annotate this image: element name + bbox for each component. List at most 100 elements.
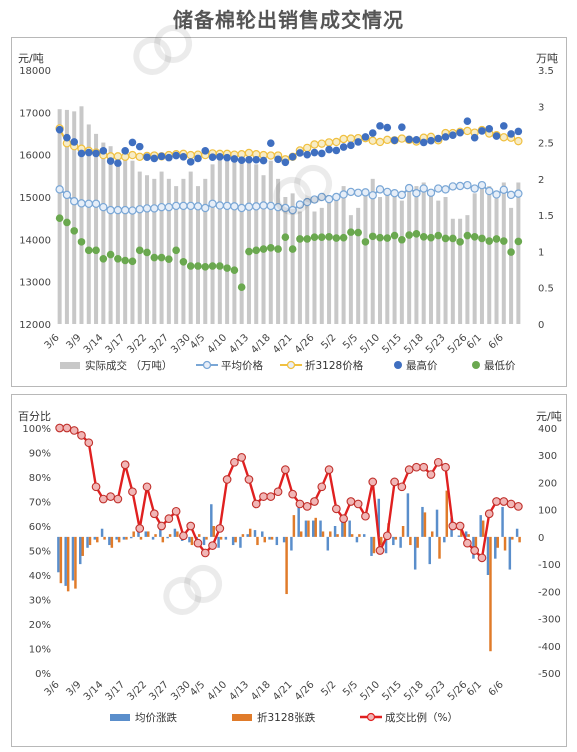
min-price-point <box>208 262 217 270</box>
volume-bar <box>385 193 390 324</box>
avg-price-point <box>215 201 225 210</box>
avg-change-bar <box>312 520 315 537</box>
max-price-point <box>208 153 217 162</box>
min-price-point <box>332 234 341 242</box>
x-tick-label: 6/1 <box>465 332 484 351</box>
min-price-point <box>303 235 312 243</box>
min-price-point <box>368 232 377 241</box>
y-right-tick-label: 2 <box>538 175 544 186</box>
y-right-tick-label: 1 <box>538 247 544 258</box>
price-3128-point <box>244 148 254 158</box>
y-left-tick-label: 15000 <box>19 193 51 204</box>
avg-price-point <box>99 202 108 212</box>
min-price-point <box>449 234 457 243</box>
y-right-tick-label: -500 <box>538 669 561 680</box>
x-tick-label: 4/5 <box>188 332 207 351</box>
avg-price-point <box>164 202 174 212</box>
x-tick-label: 4/5 <box>188 679 207 698</box>
deal-ratio-point <box>353 499 363 509</box>
deal-ratio-point <box>273 487 283 497</box>
max-price-point <box>412 136 421 144</box>
avg-price-point <box>419 184 428 193</box>
max-price-point <box>310 148 319 157</box>
volume-bar <box>363 193 368 324</box>
deal-ratio-point <box>179 531 188 541</box>
max-price-point <box>470 133 479 142</box>
price-3128-point <box>113 152 123 161</box>
deal-ratio-point <box>208 541 217 550</box>
min-price-point <box>470 232 479 241</box>
volume-bar <box>428 189 433 324</box>
avg-change-bar <box>93 536 97 540</box>
avg-change-bar <box>362 534 366 537</box>
deal-ratio-point <box>281 465 290 474</box>
avg-change-bar <box>173 528 177 537</box>
avg-price-point <box>128 206 137 215</box>
avg-change-bar <box>348 520 351 537</box>
x-tick-label: 3/17 <box>104 332 128 356</box>
change-3128-bar <box>168 534 172 537</box>
deal-ratio-point <box>477 553 487 563</box>
volume-bar <box>79 106 84 325</box>
volume-bar <box>101 142 106 324</box>
y-left-tick-label: 0% <box>35 669 51 680</box>
volume-bar <box>450 218 455 324</box>
volume-bar <box>188 171 193 324</box>
change-3128-bar <box>234 536 237 543</box>
max-price-point <box>230 155 239 163</box>
y-right-axis-label: 万吨 <box>536 52 558 65</box>
max-price-point <box>266 139 275 148</box>
min-price-point <box>274 245 282 253</box>
avg-price-point <box>448 182 458 191</box>
x-tick-label: 4/21 <box>271 679 295 703</box>
max-price-point <box>317 149 326 158</box>
y-left-axis-label: 百分比 <box>18 410 51 423</box>
change-3128-bar <box>248 528 252 537</box>
avg-price-point <box>390 188 399 198</box>
avg-change-bar <box>71 536 75 581</box>
avg-price-point <box>441 185 450 194</box>
deal-ratio-point <box>397 482 407 492</box>
avg-change-bar <box>406 493 410 537</box>
min-price-point <box>237 283 246 291</box>
y-right-tick-label: 100 <box>538 506 557 517</box>
x-tick-label: 5/2 <box>319 679 338 698</box>
volume-bar <box>436 200 441 324</box>
avg-price-point <box>70 197 79 206</box>
x-tick-label: 5/23 <box>424 679 448 703</box>
deal-ratio-point <box>433 457 443 467</box>
x-tick-label: 5/15 <box>380 679 404 703</box>
volume-bar <box>152 178 157 324</box>
avg-change-bar <box>129 536 133 539</box>
deal-ratio-point <box>492 497 501 506</box>
x-tick-label: 3/14 <box>82 332 106 356</box>
x-tick-label: 5/23 <box>424 332 448 356</box>
volume-bar <box>94 133 99 324</box>
avg-change-bar <box>100 528 104 537</box>
min-price-point <box>121 256 129 265</box>
volume-bar <box>348 215 353 324</box>
volume-bar <box>472 193 477 324</box>
deal-ratio-point <box>382 531 392 541</box>
y-left-tick-label: 60% <box>29 522 51 533</box>
avg-price-point <box>375 185 385 194</box>
avg-price-point <box>113 205 123 215</box>
y-right-tick-label: 3.5 <box>538 66 554 77</box>
max-price-point <box>84 148 93 157</box>
deal-ratio-point <box>324 465 334 474</box>
deal-ratio-point <box>375 546 385 555</box>
change-3128-bar <box>518 536 521 543</box>
x-tick-label: 3/6 <box>43 679 62 698</box>
y-right-tick-label: 0 <box>538 533 544 544</box>
legend-swatch <box>110 714 130 721</box>
y-left-tick-label: 17000 <box>19 108 51 119</box>
avg-change-bar <box>144 531 148 537</box>
avg-price-point <box>150 204 159 213</box>
change-3128-bar <box>329 531 332 537</box>
avg-price-point <box>339 190 348 199</box>
change-3128-bar <box>154 534 157 537</box>
y-right-tick-label: -400 <box>538 642 561 653</box>
x-tick-label: 3/6 <box>43 332 62 351</box>
price-3128-point <box>463 126 472 136</box>
avg-change-bar <box>275 536 279 546</box>
